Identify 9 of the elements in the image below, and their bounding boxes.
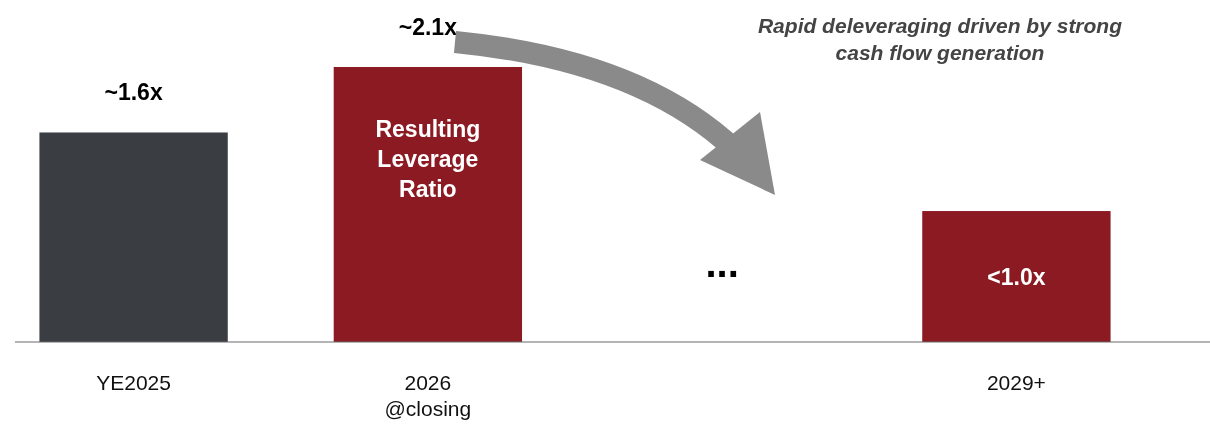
x-tick-label: 2026 @closing bbox=[384, 371, 472, 420]
data-label: ~1.6x bbox=[104, 79, 163, 106]
annotation: Resulting Leverage Ratio bbox=[375, 115, 481, 202]
text: Rapid deleveraging driven by strong cash flow generation bbox=[757, 14, 1123, 64]
annotation: ... bbox=[705, 241, 739, 285]
data-label: <1.0x bbox=[987, 263, 1046, 290]
x-tick-label: 2029+ bbox=[986, 371, 1046, 394]
data-label: ~2.1x bbox=[398, 14, 458, 40]
x-tick-label: YE2025 bbox=[96, 371, 171, 394]
